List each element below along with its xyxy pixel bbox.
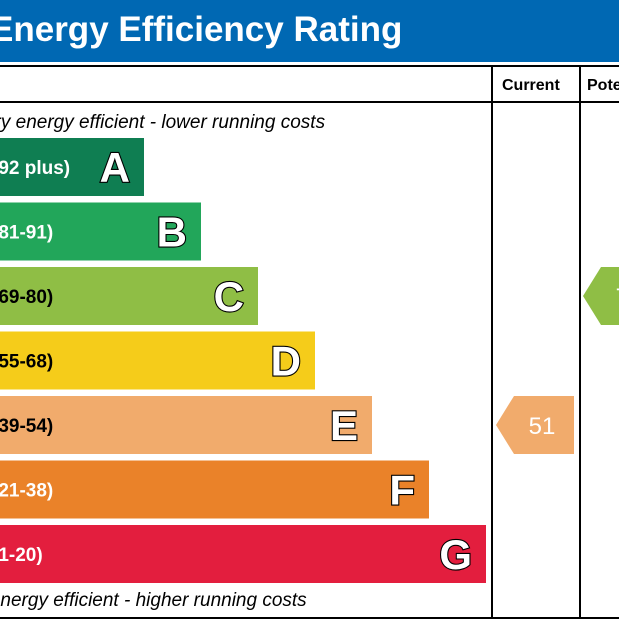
band-a-letter: A xyxy=(100,144,130,191)
top-note: Very energy efficient - lower running co… xyxy=(0,112,326,133)
current-marker xyxy=(496,396,574,454)
chart-title: Energy Efficiency Rating xyxy=(0,10,403,49)
potential-score: 78 xyxy=(616,284,619,311)
band-f-range: (21-38) xyxy=(0,481,53,502)
current-column-header: Current xyxy=(502,77,560,94)
band-g-range: (1-20) xyxy=(0,545,43,566)
band-g-letter: G xyxy=(439,531,472,578)
band-e-range: (39-54) xyxy=(0,416,53,437)
bottom-note: Not energy efficient - higher running co… xyxy=(0,590,307,611)
band-d-bar xyxy=(0,331,315,390)
band-b-letter: B xyxy=(157,209,187,256)
band-c-bar xyxy=(0,267,258,325)
rating-bands: (92 plus) A (81-91) B (69-80) C (55-68) D (39-54… xyxy=(0,138,486,583)
band-d-range: (55-68) xyxy=(0,352,53,373)
band-b-range: (81-91) xyxy=(0,223,53,244)
band-c-letter: C xyxy=(214,273,244,320)
band-e-letter: E xyxy=(330,402,358,449)
band-a-range: (92 plus) xyxy=(0,158,70,179)
band-f-letter: F xyxy=(389,467,415,514)
score-markers: 51 78 xyxy=(496,267,619,454)
band-a-bar xyxy=(0,138,144,196)
current-score: 51 xyxy=(529,413,556,440)
potential-column-header: Potential xyxy=(587,77,619,94)
band-c-range: (69-80) xyxy=(0,287,53,308)
potential-marker xyxy=(583,267,619,325)
band-b-bar xyxy=(0,202,201,261)
band-f-bar xyxy=(0,460,429,519)
band-g-bar xyxy=(0,525,486,583)
chart-header: Energy Efficiency Rating xyxy=(0,0,619,62)
band-d-letter: D xyxy=(271,338,301,385)
band-e-bar xyxy=(0,396,372,454)
